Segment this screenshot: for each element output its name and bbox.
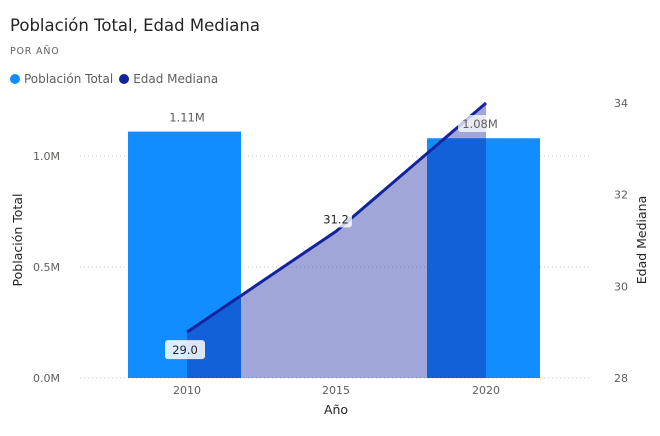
legend: Población Total Edad Mediana [10, 72, 224, 86]
x-tick-label: 2015 [322, 384, 350, 397]
x-tick-label: 2010 [173, 384, 201, 397]
data-label-edad: 29.0 [172, 343, 198, 357]
line-edad-mediana [186, 101, 487, 334]
y-right-tick-label: 32 [614, 189, 628, 202]
chart-title: Población Total, Edad Mediana [10, 16, 260, 35]
data-label-poblacion: 1.08M [462, 117, 498, 131]
bar-poblacion-2010 [128, 131, 241, 378]
legend-label-edad: Edad Mediana [133, 72, 219, 86]
data-label-bg [165, 340, 205, 360]
data-label-bg [320, 210, 352, 228]
y-right-tick-label: 34 [614, 97, 628, 110]
y-right-axis-title: Edad Mediana [634, 196, 649, 285]
x-tick-label: 2020 [472, 384, 500, 397]
legend-marker-poblacion [10, 74, 20, 84]
data-label-bg [458, 115, 502, 132]
legend-marker-edad [119, 74, 130, 84]
chart-subtitle: POR AÑO [10, 46, 60, 57]
y-right-tick-label: 28 [614, 372, 628, 385]
y-left-axis-title: Población Total [10, 194, 25, 287]
y-left-tick-label: 1.0M [33, 150, 60, 163]
y-right-tick-label: 30 [614, 280, 628, 293]
legend-label-poblacion: Población Total [24, 72, 114, 86]
legend-item-edad[interactable]: Edad Mediana [119, 72, 218, 86]
y-left-tick-label: 0.0M [33, 372, 60, 385]
x-axis-title: Año [324, 402, 348, 417]
legend-item-poblacion[interactable]: Población Total [10, 72, 113, 86]
data-label-edad: 31.2 [323, 212, 349, 226]
bar-poblacion-2020 [427, 138, 540, 378]
data-label-poblacion: 1.11M [169, 111, 205, 125]
area-edad-mediana [187, 103, 486, 378]
y-left-tick-label: 0.5M [33, 261, 60, 274]
